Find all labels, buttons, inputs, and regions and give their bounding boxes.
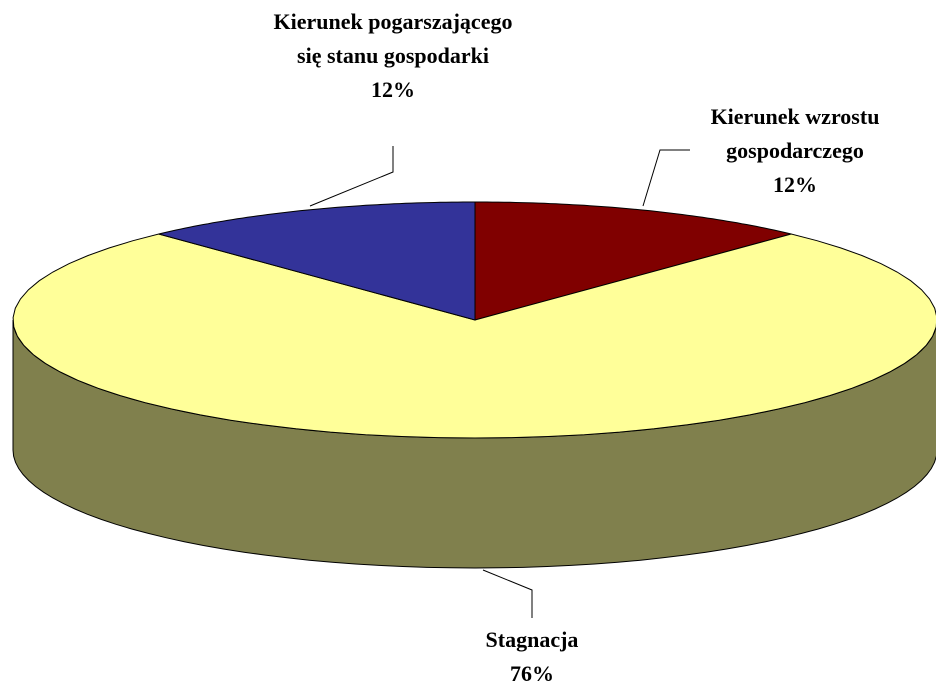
value-label: 12% bbox=[773, 172, 817, 197]
value-label: 76% bbox=[510, 661, 554, 686]
leader-line bbox=[642, 149, 690, 207]
slice-label: Stagnacja 76% bbox=[432, 623, 632, 691]
category-label: Kierunek pogarszającego się stanu gospod… bbox=[273, 9, 513, 68]
pie bbox=[12, 201, 936, 569]
slice-label: Kierunek wzrostu gospodarczego 12% bbox=[680, 100, 910, 202]
leader-line bbox=[309, 146, 394, 207]
leader-line bbox=[482, 569, 533, 618]
pie-slice bbox=[158, 201, 476, 321]
category-label: Kierunek wzrostu gospodarczego bbox=[710, 104, 880, 163]
slice-label: Kierunek pogarszającego się stanu gospod… bbox=[268, 5, 518, 107]
category-label: Stagnacja bbox=[485, 627, 579, 652]
value-label: 12% bbox=[371, 77, 415, 102]
pie-slice bbox=[12, 233, 936, 439]
pie-slice bbox=[474, 201, 792, 321]
